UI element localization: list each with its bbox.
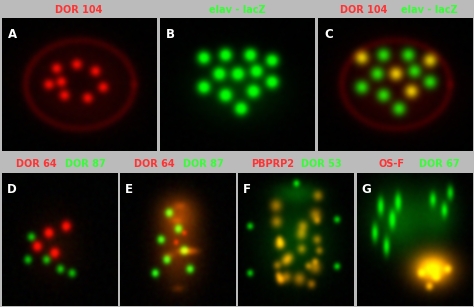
Text: PBPRP2: PBPRP2 xyxy=(252,159,294,169)
Text: DOR 64: DOR 64 xyxy=(16,159,57,169)
Text: E: E xyxy=(125,183,133,196)
Text: DOR 104: DOR 104 xyxy=(340,5,388,14)
Text: DOR 53: DOR 53 xyxy=(301,159,342,169)
Text: elav - lacZ: elav - lacZ xyxy=(209,5,265,14)
Text: A: A xyxy=(8,29,17,41)
Text: DOR 87: DOR 87 xyxy=(64,159,105,169)
Text: DOR 87: DOR 87 xyxy=(183,159,224,169)
Text: G: G xyxy=(361,183,371,196)
Text: F: F xyxy=(243,183,251,196)
Text: DOR 67: DOR 67 xyxy=(419,159,460,169)
Text: D: D xyxy=(7,183,16,196)
Text: DOR 104: DOR 104 xyxy=(55,5,103,14)
Text: B: B xyxy=(166,29,175,41)
Text: elav - lacZ: elav - lacZ xyxy=(401,5,457,14)
Text: OS-F: OS-F xyxy=(378,159,404,169)
Text: DOR 64: DOR 64 xyxy=(135,159,175,169)
Text: C: C xyxy=(324,29,333,41)
